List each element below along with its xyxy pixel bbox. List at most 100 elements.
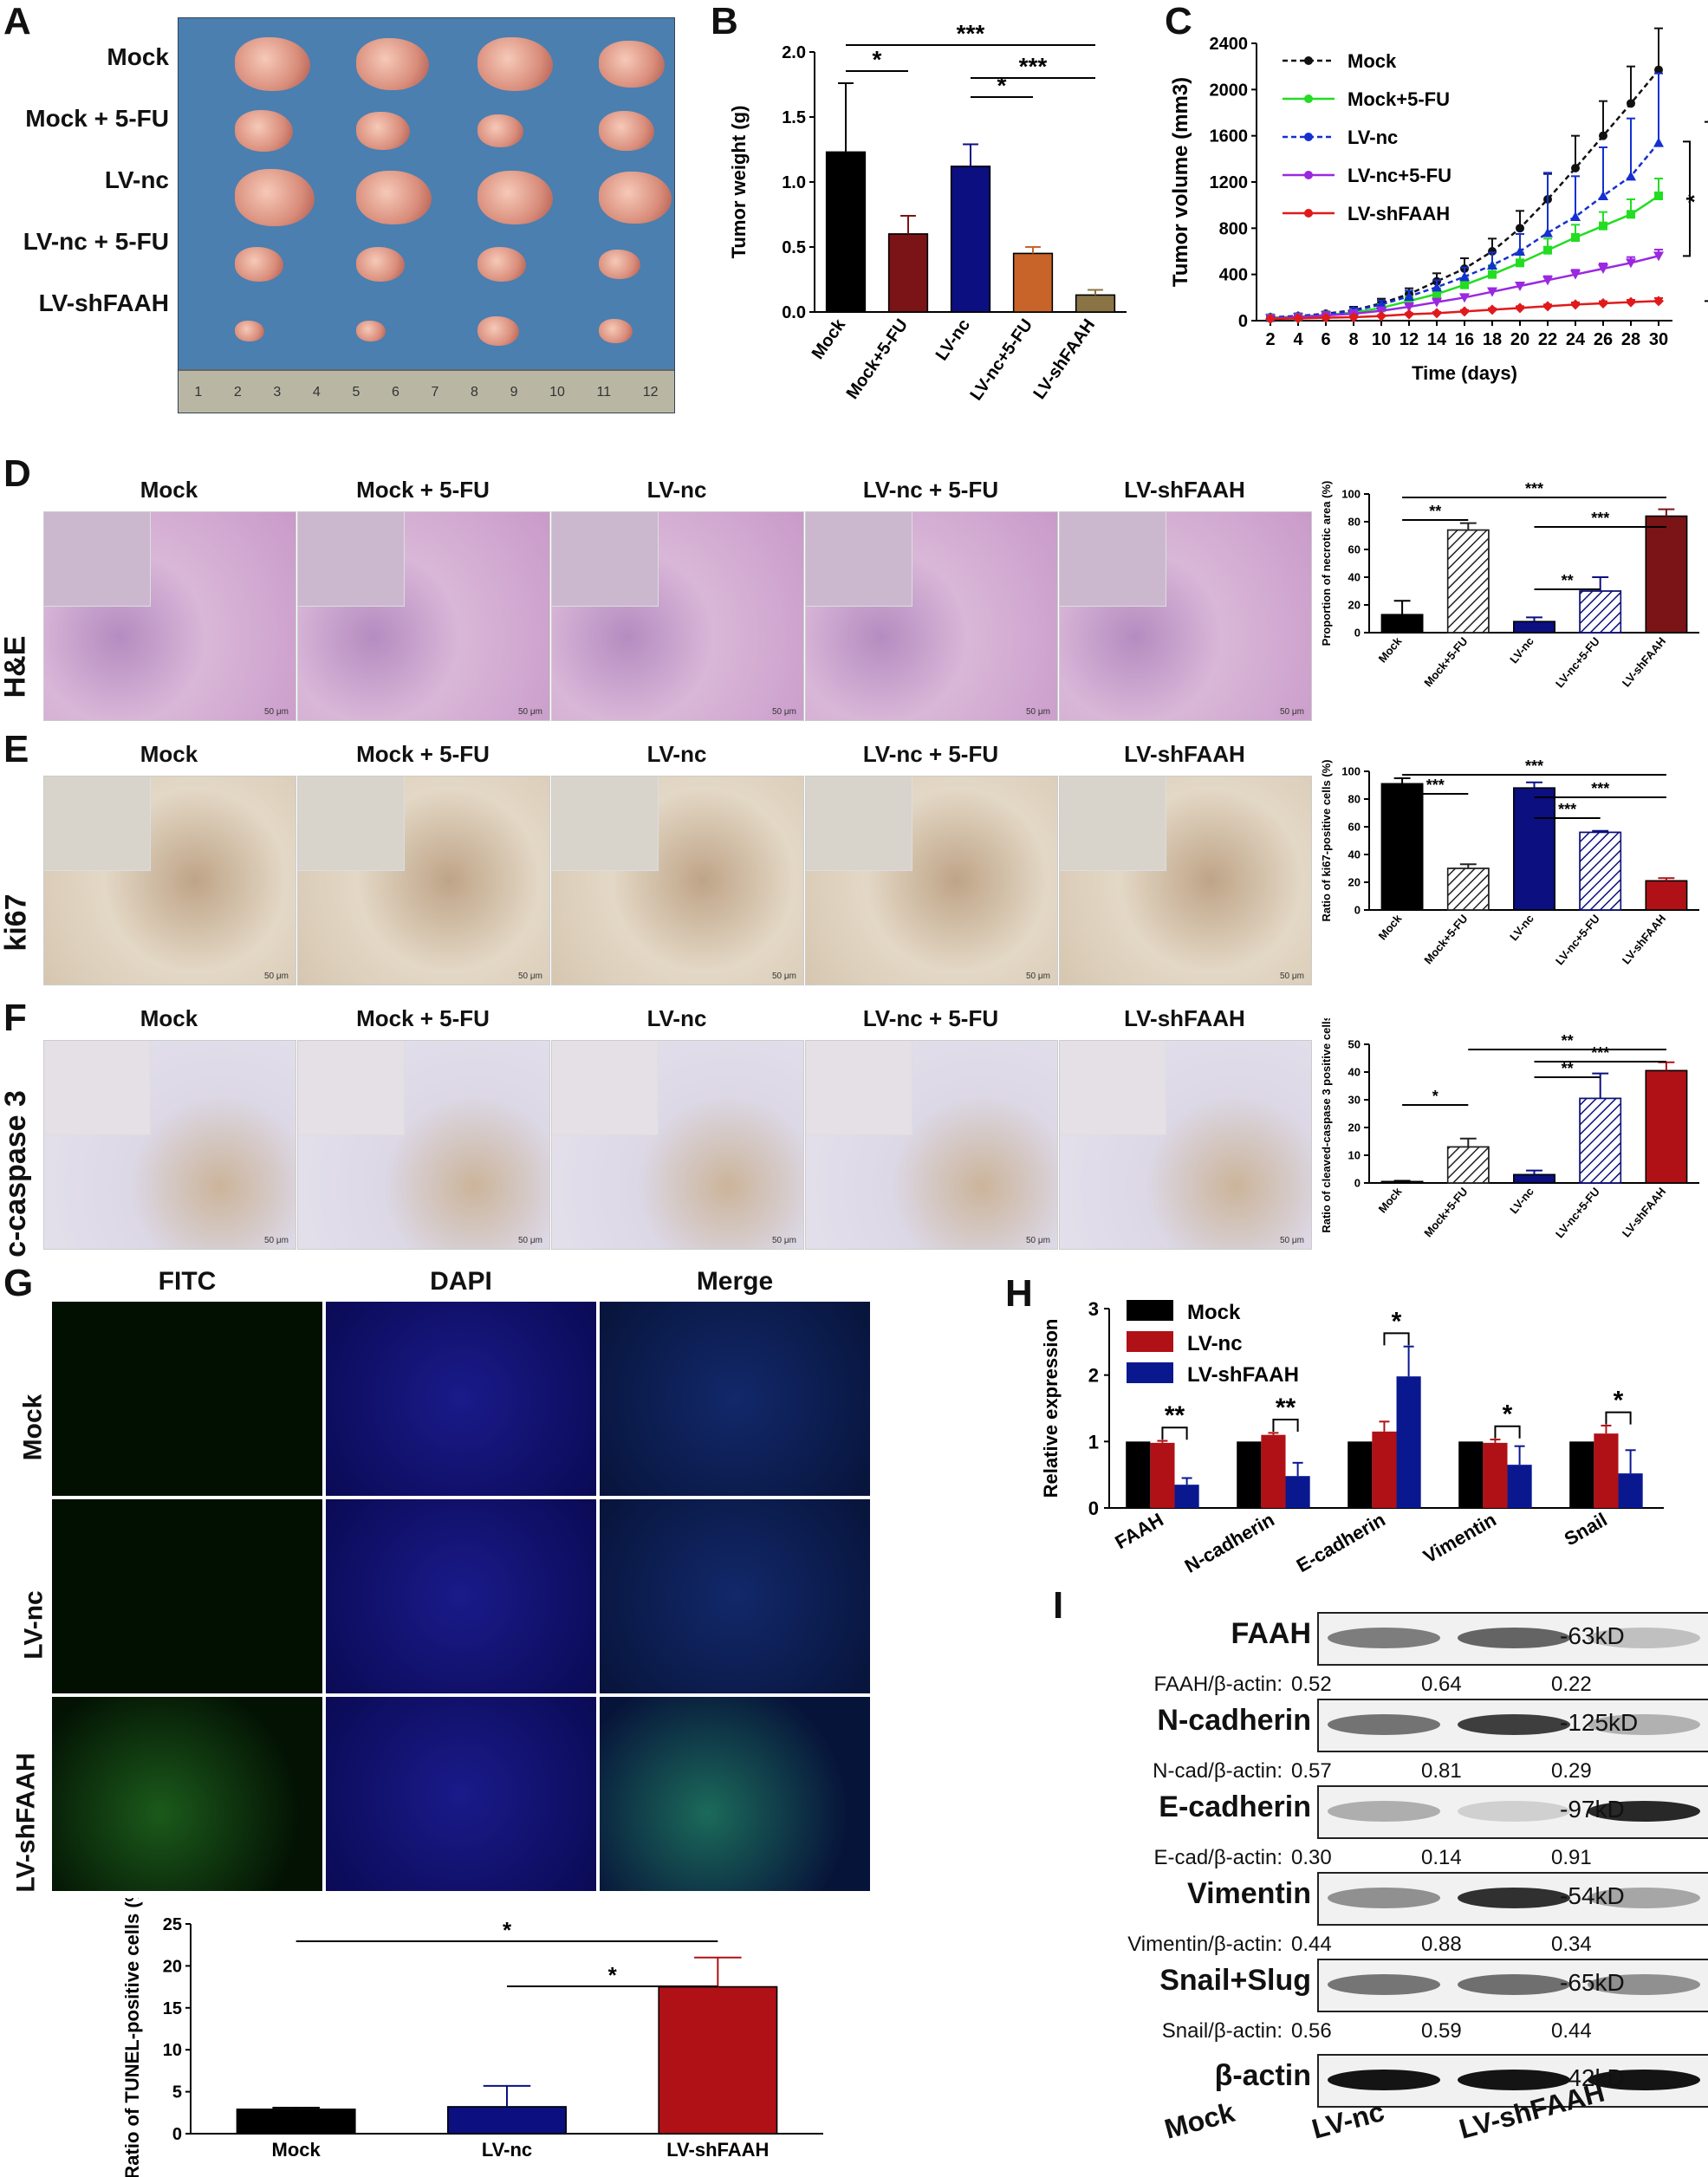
x-tick-label: LV-shFAAH	[1620, 912, 1668, 966]
ratio-value: 0.52	[1291, 1673, 1332, 1696]
data-point	[1599, 221, 1607, 231]
protein-band	[1328, 1628, 1440, 1648]
bar	[1348, 1441, 1373, 1508]
protein-band	[1328, 1714, 1440, 1735]
x-tick-label: 2	[1265, 330, 1275, 349]
bar	[950, 166, 991, 313]
tumor-specimen	[599, 319, 633, 343]
x-tick-label: LV-nc+5-FU	[1553, 912, 1602, 967]
bar	[1396, 1376, 1421, 1508]
y-tick-label: 0	[1088, 1498, 1099, 1519]
bar	[1513, 1173, 1555, 1184]
ruler-mark: 5	[352, 385, 360, 400]
sig-label: *	[608, 1962, 618, 1988]
data-point	[1516, 258, 1524, 268]
ratio-label: Vimentin/β-actin:	[1127, 1933, 1283, 1956]
sig-label: ***	[1525, 480, 1543, 497]
micrograph-image: 50 μm	[551, 1040, 804, 1250]
inset-image	[298, 777, 405, 871]
tumor-specimen	[235, 169, 315, 226]
x-tick-label: Mock	[1376, 1185, 1405, 1216]
legend-swatch	[1127, 1331, 1173, 1352]
y-tick-label: 20	[1348, 599, 1361, 612]
bar	[1645, 515, 1688, 634]
inset-image	[44, 1041, 151, 1135]
micrograph-image: 50 μm	[1059, 1040, 1312, 1250]
panel-label-g: G	[3, 1262, 34, 1304]
x-tick-label: 12	[1400, 330, 1419, 349]
scale-bar: 50 μm	[518, 1236, 542, 1245]
data-point	[1265, 314, 1276, 324]
bar	[1012, 252, 1054, 313]
data-point	[1654, 192, 1663, 200]
y-tick-label: 10	[163, 2041, 182, 2060]
inset-image	[806, 512, 912, 607]
data-point	[1627, 99, 1635, 108]
column-header: Mock	[140, 477, 198, 503]
scale-bar: 50 μm	[264, 972, 289, 981]
protein-band	[1458, 1714, 1570, 1735]
bar	[1237, 1441, 1262, 1508]
sig-label: **	[1562, 572, 1574, 589]
scale-bar: 50 μm	[772, 1236, 796, 1245]
inset-image	[44, 777, 151, 871]
legend-label: LV-nc	[1187, 1332, 1243, 1355]
ratio-label: N-cad/β-actin:	[1153, 1759, 1283, 1783]
row-label-ki67: ki67	[0, 894, 33, 952]
y-tick-label: 1	[1088, 1431, 1099, 1452]
data-point	[1459, 271, 1470, 282]
bar	[1569, 1441, 1594, 1508]
protein-band	[1458, 1974, 1570, 1995]
x-tick-label: LV-nc	[1507, 1185, 1536, 1216]
column-header: LV-nc + 5-FU	[862, 1005, 999, 1031]
column-header: Mock	[140, 1005, 198, 1031]
bar	[825, 151, 867, 313]
bar	[1261, 1434, 1286, 1508]
x-tick-label: 26	[1594, 330, 1613, 349]
protein-band	[1458, 1801, 1570, 1822]
inset-image	[806, 777, 912, 871]
legend-label: Mock	[1348, 50, 1397, 72]
scale-bar: 50 μm	[518, 972, 542, 981]
fluo-column-header: DAPI	[430, 1267, 492, 1296]
x-tick-label: 24	[1566, 330, 1586, 349]
sig-label: **	[1703, 202, 1708, 220]
y-tick-label: 2400	[1210, 35, 1249, 54]
molecular-weight-label: -63kD	[1560, 1622, 1625, 1649]
chart-d-necrotic-area: 0 20 40 60 80 100 Proportion of necrotic area …	[1320, 480, 1699, 690]
y-tick-label: 40	[1348, 571, 1361, 584]
chart-e-ki67: 0 20 40 60 80 100 Ratio of ki67-positive cells…	[1320, 757, 1699, 967]
x-tick-label: Mock+5-FU	[1421, 1185, 1470, 1239]
bar	[1594, 1433, 1619, 1508]
y-axis-label: Tumor volume (mm3)	[1169, 77, 1192, 287]
data-point	[1653, 137, 1664, 147]
legend-marker	[1304, 133, 1313, 141]
blot-membrane	[1317, 1959, 1708, 2012]
sig-label: *	[1681, 193, 1707, 203]
sig-label: *	[1392, 1307, 1402, 1335]
data-point	[1542, 276, 1553, 286]
column-header: Mock	[140, 741, 198, 767]
data-point	[1432, 308, 1442, 319]
data-point	[1599, 131, 1607, 140]
sig-label: *	[1432, 1088, 1438, 1105]
scale-bar: 50 μm	[264, 707, 289, 717]
protein-band	[1588, 1801, 1700, 1822]
bar	[887, 233, 929, 313]
data-point	[1487, 260, 1497, 270]
micrograph-image: 50 μm	[297, 1040, 550, 1250]
x-tick-label: N-cadherin	[1181, 1509, 1278, 1577]
ruler-mark: 12	[642, 385, 659, 400]
sig-bracket	[1494, 1425, 1521, 1439]
y-tick-label: 100	[1341, 488, 1361, 501]
y-tick-label: 0	[172, 2125, 182, 2144]
bar	[1507, 1465, 1532, 1508]
legend-label: LV-shFAAH	[1187, 1363, 1299, 1387]
x-tick-label: E-cadherin	[1293, 1509, 1389, 1577]
ratio-value: 0.44	[1551, 2019, 1592, 2043]
sig-label: ***	[1591, 780, 1609, 797]
y-tick-label: 2000	[1210, 81, 1249, 100]
fluo-column-header: FITC	[158, 1267, 217, 1296]
protein-band	[1458, 1888, 1570, 1908]
